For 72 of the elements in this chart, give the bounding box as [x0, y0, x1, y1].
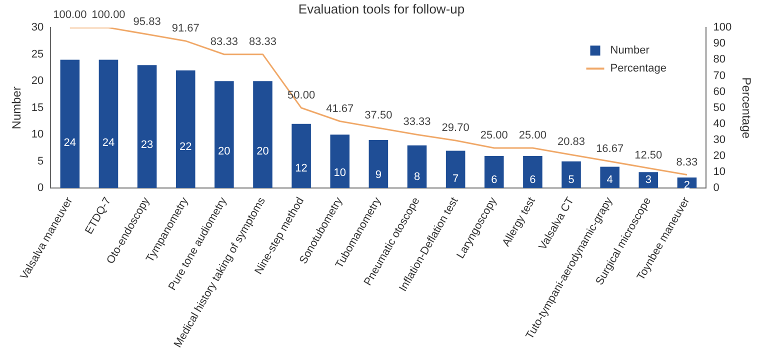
data-label: 4	[606, 174, 613, 186]
data-label: 41.67	[326, 102, 354, 115]
data-label: 91.67	[172, 22, 200, 35]
data-label: 24	[64, 136, 76, 149]
y2-tick-label: 0	[713, 182, 720, 194]
data-label: 100.00	[92, 9, 126, 22]
y2-tick-label: 10	[713, 166, 726, 178]
bar	[562, 161, 581, 188]
y-tick-label: 0	[38, 182, 44, 194]
y2-tick-label: 90	[713, 38, 726, 50]
data-label: 100.00	[53, 9, 87, 22]
bar	[523, 156, 542, 188]
bar	[600, 166, 620, 188]
y2-tick-label: 70	[713, 70, 726, 82]
data-label: 33.33	[403, 116, 431, 128]
y2-tick-label: 100	[713, 22, 732, 34]
data-label: 83.33	[248, 36, 277, 48]
data-label: 37.50	[364, 109, 392, 122]
data-label: 83.33	[210, 36, 238, 48]
y-tick-label: 30	[31, 22, 44, 34]
bar	[137, 65, 157, 188]
data-label: 20	[218, 145, 230, 158]
data-label: 20	[256, 145, 269, 158]
bar	[446, 150, 466, 188]
bar	[638, 172, 658, 188]
data-label: 20.83	[558, 136, 586, 148]
data-label: 8	[414, 171, 420, 184]
y2-tick-label: 80	[713, 54, 726, 66]
data-label: 3	[645, 174, 652, 186]
y2-axis-title: Percentage	[739, 77, 754, 139]
data-label: 25.00	[480, 130, 508, 142]
y-tick-label: 25	[31, 48, 44, 60]
data-label: 29.70	[442, 122, 470, 134]
data-label: 8.33	[676, 156, 698, 168]
data-label: 24	[102, 136, 115, 149]
y-tick-label: 5	[38, 155, 44, 168]
data-label: 23	[140, 138, 154, 151]
y-axis-title: Number	[10, 86, 24, 130]
bar	[60, 60, 80, 188]
y-tick-label: 10	[31, 128, 44, 141]
bar	[407, 145, 427, 188]
data-label: 25.00	[518, 130, 546, 142]
data-label: 5	[568, 174, 574, 186]
data-label: 16.67	[596, 142, 624, 155]
y2-tick-label: 20	[713, 150, 726, 162]
y2-tick-label: 40	[713, 118, 726, 130]
y-tick-label: 15	[31, 102, 44, 114]
bar	[253, 81, 272, 188]
data-label: 12.50	[634, 150, 662, 162]
data-label: 9	[375, 168, 382, 181]
data-label: 22	[179, 141, 192, 154]
bar	[98, 60, 118, 188]
chart-title: Evaluation tools for follow-up	[298, 1, 465, 16]
bar	[214, 81, 234, 188]
data-label: 95.83	[133, 16, 161, 28]
bar	[292, 124, 311, 188]
y2-tick-label: 50	[713, 102, 726, 114]
data-label: 2	[684, 179, 690, 192]
data-label: 6	[530, 174, 536, 186]
y-tick-label: 20	[31, 75, 44, 88]
y2-tick-label: 30	[713, 134, 726, 146]
legend-label: Percentage	[610, 62, 667, 75]
bar	[330, 134, 350, 188]
bar	[484, 156, 504, 188]
data-label: 12	[295, 162, 308, 175]
bar	[368, 140, 388, 188]
data-label: 10	[334, 166, 346, 179]
y2-tick-label: 60	[713, 86, 726, 98]
legend-label: Number	[610, 44, 650, 57]
data-label: 6	[491, 174, 498, 186]
data-label: 7	[452, 173, 459, 186]
bar	[176, 70, 196, 188]
